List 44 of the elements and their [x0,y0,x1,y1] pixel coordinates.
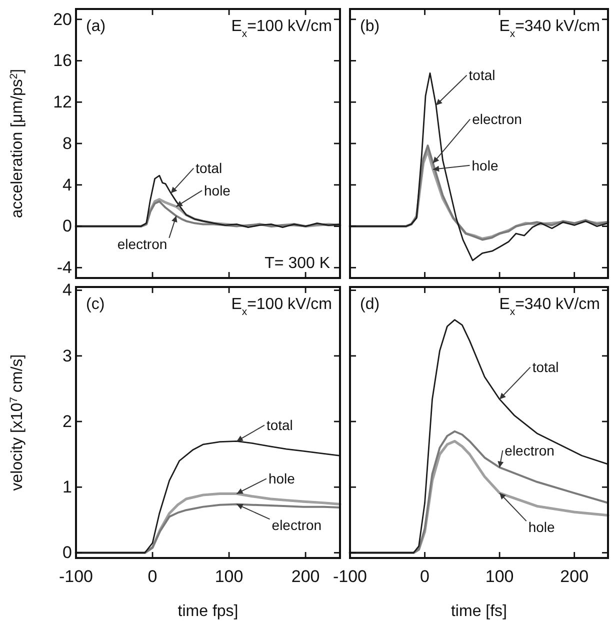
x-tick-label: 200 [560,567,589,586]
annotation: hole [472,157,498,174]
annotation: hole [204,182,231,199]
text: E$_{x}$=340 kV/cm [499,18,600,40]
y-tick-label: 3 [62,346,72,366]
x-tick-label: 0 [148,567,158,586]
text: (c) [86,296,105,313]
line-series [75,503,341,554]
x-axis-title: time [fs] [450,603,508,620]
y-tick-label: 0 [62,543,72,562]
y-tick-label: 4 [62,175,72,194]
annotation: electron [504,442,554,458]
y-tick-label: 1 [62,478,72,497]
annotation: hole [268,470,296,487]
y-tick-label: 0 [62,216,72,236]
x-tick-label: -100 [58,567,94,586]
y-tick-label: 2 [62,412,72,431]
annotation: electron [117,236,168,252]
text: E$_{x}$=100 kV/cm [231,18,332,40]
y-tick-label: 4 [62,280,72,300]
text: (d) [360,296,380,313]
text: E$_{x}$=100 kV/cm [231,296,332,318]
x-axis-title: time fps] [178,603,238,620]
y-tick-label: 8 [62,134,72,153]
x-tick-label: 100 [214,567,244,586]
annotation: T= 300 K [264,255,330,272]
text: E$_{x}$=340 kV/cm [499,296,600,318]
annotation: total [532,359,559,376]
y-tick-label: 20 [53,10,72,29]
annotation: electron [472,111,522,128]
annotation: total [468,67,496,84]
x-tick-label: 200 [291,567,320,586]
text: (a) [86,18,106,35]
y-tick-label: -4 [56,258,72,278]
annotation: hole [528,519,556,536]
y-tick-label: 16 [53,51,72,70]
text: (b) [360,18,380,35]
annotation: total [196,160,222,176]
x-tick-label: -100 [332,567,368,586]
annotation: total [266,417,293,434]
x-tick-label: 0 [420,567,430,586]
y-tick-label: 12 [53,92,72,112]
annotation: electron [272,517,322,534]
x-tick-label: 100 [485,567,514,586]
